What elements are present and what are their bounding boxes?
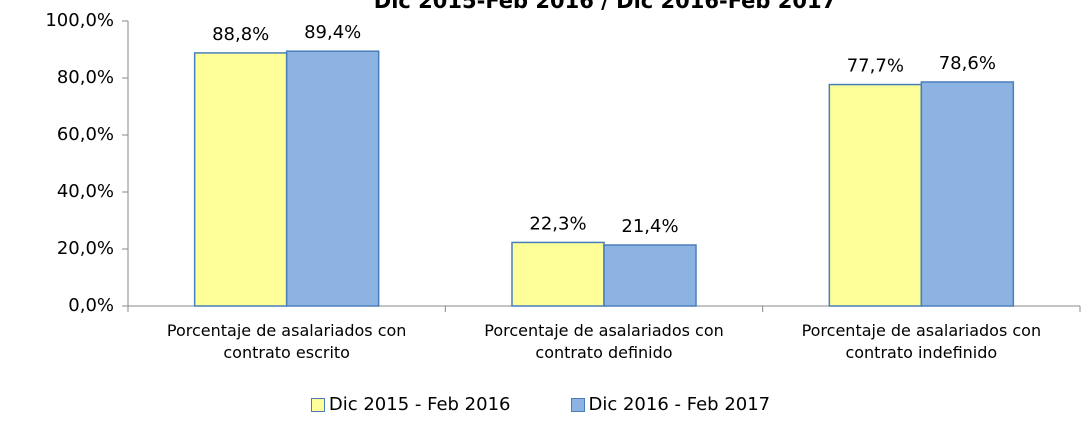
x-tick-label: Porcentaje de asalariados con contrato d… — [484, 321, 724, 362]
bar — [828, 83, 923, 307]
bar — [285, 50, 380, 307]
y-tick-label: 60,0% — [57, 124, 114, 145]
y-tick-label: 40,0% — [57, 181, 114, 202]
y-tick-label: 100,0% — [45, 10, 114, 31]
y-tick-label: 0,0% — [68, 295, 114, 316]
legend-label: Dic 2016 - Feb 2017 — [588, 394, 771, 415]
x-tick-label: Porcentaje de asalariados con contrato i… — [801, 321, 1042, 362]
data-label: 89,4% — [304, 22, 361, 43]
legend-swatch — [570, 397, 585, 412]
data-label: 22,3% — [529, 213, 586, 234]
bar — [511, 241, 605, 307]
legend-label: Dic 2015 - Feb 2016 — [328, 394, 511, 415]
bar — [603, 244, 697, 307]
chart-title: Dic 2015-Feb 2016 / Dic 2016-Feb 2017 — [374, 0, 836, 13]
data-label: 77,7% — [847, 56, 904, 77]
bar — [193, 52, 288, 307]
legend: Dic 2015 - Feb 2016 Dic 2016 - Feb 2017 — [0, 394, 1081, 415]
legend-swatch — [310, 397, 325, 412]
x-tick-label: Porcentaje de asalariados con contrato e… — [166, 321, 407, 362]
y-tick-label: 80,0% — [57, 67, 114, 88]
legend-item: Dic 2015 - Feb 2016 — [310, 394, 511, 415]
data-label: 21,4% — [621, 216, 678, 237]
legend-item: Dic 2016 - Feb 2017 — [570, 394, 771, 415]
y-tick-label: 20,0% — [57, 238, 114, 259]
data-label: 78,6% — [939, 53, 996, 74]
data-label: 88,8% — [212, 24, 269, 45]
bar — [920, 81, 1015, 307]
